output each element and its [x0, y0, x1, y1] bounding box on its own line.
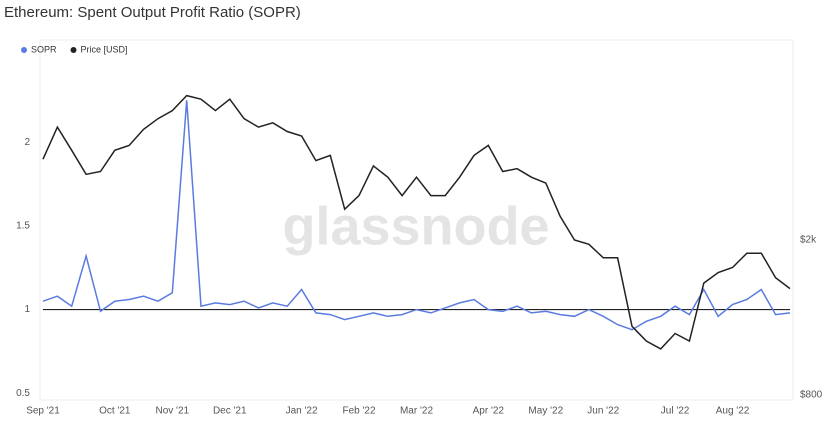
- x-tick-label: Dec '21: [213, 406, 247, 417]
- x-tick-label: Sep '21: [26, 406, 60, 417]
- y-tick-label: 0.5: [16, 388, 30, 399]
- x-tick-label: Jan '22: [286, 406, 318, 417]
- x-tick-label: Oct '21: [99, 406, 131, 417]
- series-line: [42, 94, 791, 350]
- y-tick-label: 2: [24, 137, 30, 148]
- legend-label: Price [USD]: [81, 44, 128, 54]
- x-tick-label: May '22: [528, 406, 563, 417]
- watermark: glassnode: [282, 196, 549, 256]
- x-tick-label: Jul '22: [661, 406, 690, 417]
- y2-tick-label: $800: [800, 389, 823, 400]
- x-tick-label: Jun '22: [587, 406, 619, 417]
- x-tick-label: Mar '22: [400, 406, 433, 417]
- y2-tick-label: $2k: [800, 235, 817, 246]
- legend-marker: [70, 47, 77, 53]
- series-line: [42, 100, 791, 331]
- y-tick-label: 1: [24, 304, 30, 315]
- y-tick-label: 1.5: [16, 220, 30, 231]
- x-tick-label: Apr '22: [473, 406, 505, 417]
- x-tick-label: Aug '22: [716, 406, 750, 417]
- x-tick-label: Feb '22: [343, 406, 376, 417]
- legend-marker: [21, 47, 27, 53]
- legend-label: SOPR: [31, 44, 57, 54]
- x-tick-label: Nov '21: [155, 406, 189, 417]
- chart-title: Ethereum: Spent Output Profit Ratio (SOP…: [4, 4, 301, 21]
- plot-frame: [39, 39, 794, 401]
